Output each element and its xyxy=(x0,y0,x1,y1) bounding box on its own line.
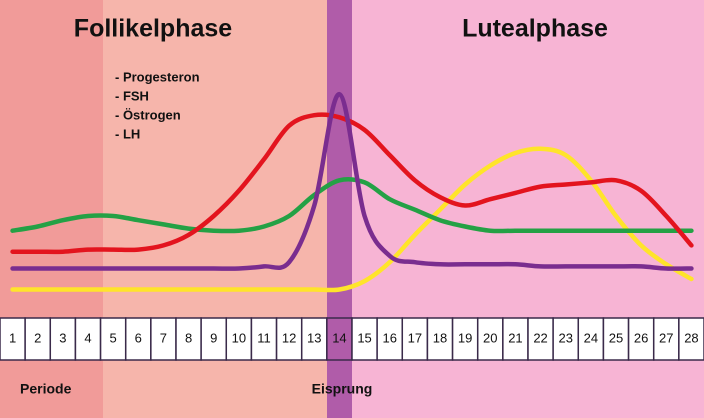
x-tick-label: 14 xyxy=(332,330,346,345)
x-tick-label: 15 xyxy=(357,330,371,345)
day-box xyxy=(74,317,102,361)
day-box xyxy=(0,317,26,361)
day-box xyxy=(652,317,680,361)
x-tick-label: 11 xyxy=(257,330,271,345)
x-tick-label: 17 xyxy=(408,330,422,345)
x-tick-label: 7 xyxy=(160,330,167,345)
x-tick-label: 16 xyxy=(382,330,396,345)
series-line xyxy=(10,146,694,293)
x-tick-label: 22 xyxy=(533,330,547,345)
day-box xyxy=(577,317,605,361)
day-box xyxy=(49,317,77,361)
phase-title: Lutealphase xyxy=(462,15,608,43)
x-tick-label: 26 xyxy=(634,330,648,345)
day-box xyxy=(300,317,328,361)
x-tick-label: 10 xyxy=(232,330,246,345)
x-tick-label: 2 xyxy=(34,330,41,345)
day-box xyxy=(351,317,378,361)
day-box xyxy=(401,317,429,361)
day-box xyxy=(200,317,228,361)
phase-title: Follikelphase xyxy=(74,15,232,43)
day-box xyxy=(502,317,529,361)
x-tick-label: 3 xyxy=(59,330,66,345)
x-tick-label: 4 xyxy=(84,330,91,345)
series-line xyxy=(10,176,694,234)
day-box xyxy=(326,317,353,361)
day-box xyxy=(175,317,202,361)
x-tick-label: 1 xyxy=(9,330,16,345)
day-box xyxy=(376,317,404,361)
x-tick-label: 27 xyxy=(659,330,673,345)
x-tick-label: 25 xyxy=(609,330,623,345)
series-line xyxy=(10,112,694,255)
annotation: Eisprung xyxy=(312,381,373,397)
x-tick-label: 13 xyxy=(307,330,321,345)
x-tick-label: 6 xyxy=(135,330,142,345)
legend-entry: - Progesteron xyxy=(115,69,200,84)
day-box xyxy=(678,317,704,361)
day-box xyxy=(124,317,152,361)
day-box xyxy=(476,317,504,361)
x-tick-label: 5 xyxy=(110,330,117,345)
day-box xyxy=(24,317,52,361)
day-box xyxy=(275,317,303,361)
x-tick-label: 23 xyxy=(558,330,572,345)
x-tick-label: 28 xyxy=(684,330,698,345)
day-box xyxy=(225,317,253,361)
legend-entry: - LH xyxy=(115,126,140,141)
x-tick-label: 9 xyxy=(210,330,217,345)
day-box xyxy=(451,317,479,361)
x-tick-label: 24 xyxy=(584,330,598,345)
day-box xyxy=(250,317,278,361)
x-tick-label: 19 xyxy=(458,330,472,345)
legend-entry: - Östrogen xyxy=(115,107,181,122)
annotation: Periode xyxy=(20,381,72,397)
legend-entry: - FSH xyxy=(115,88,149,103)
day-box xyxy=(552,317,580,361)
x-tick-label: 20 xyxy=(483,330,497,345)
x-tick-label: 8 xyxy=(185,330,192,345)
x-tick-label: 21 xyxy=(508,330,522,345)
x-tick-label: 12 xyxy=(282,330,296,345)
x-tick-label: 18 xyxy=(433,330,447,345)
series-line xyxy=(10,91,694,271)
